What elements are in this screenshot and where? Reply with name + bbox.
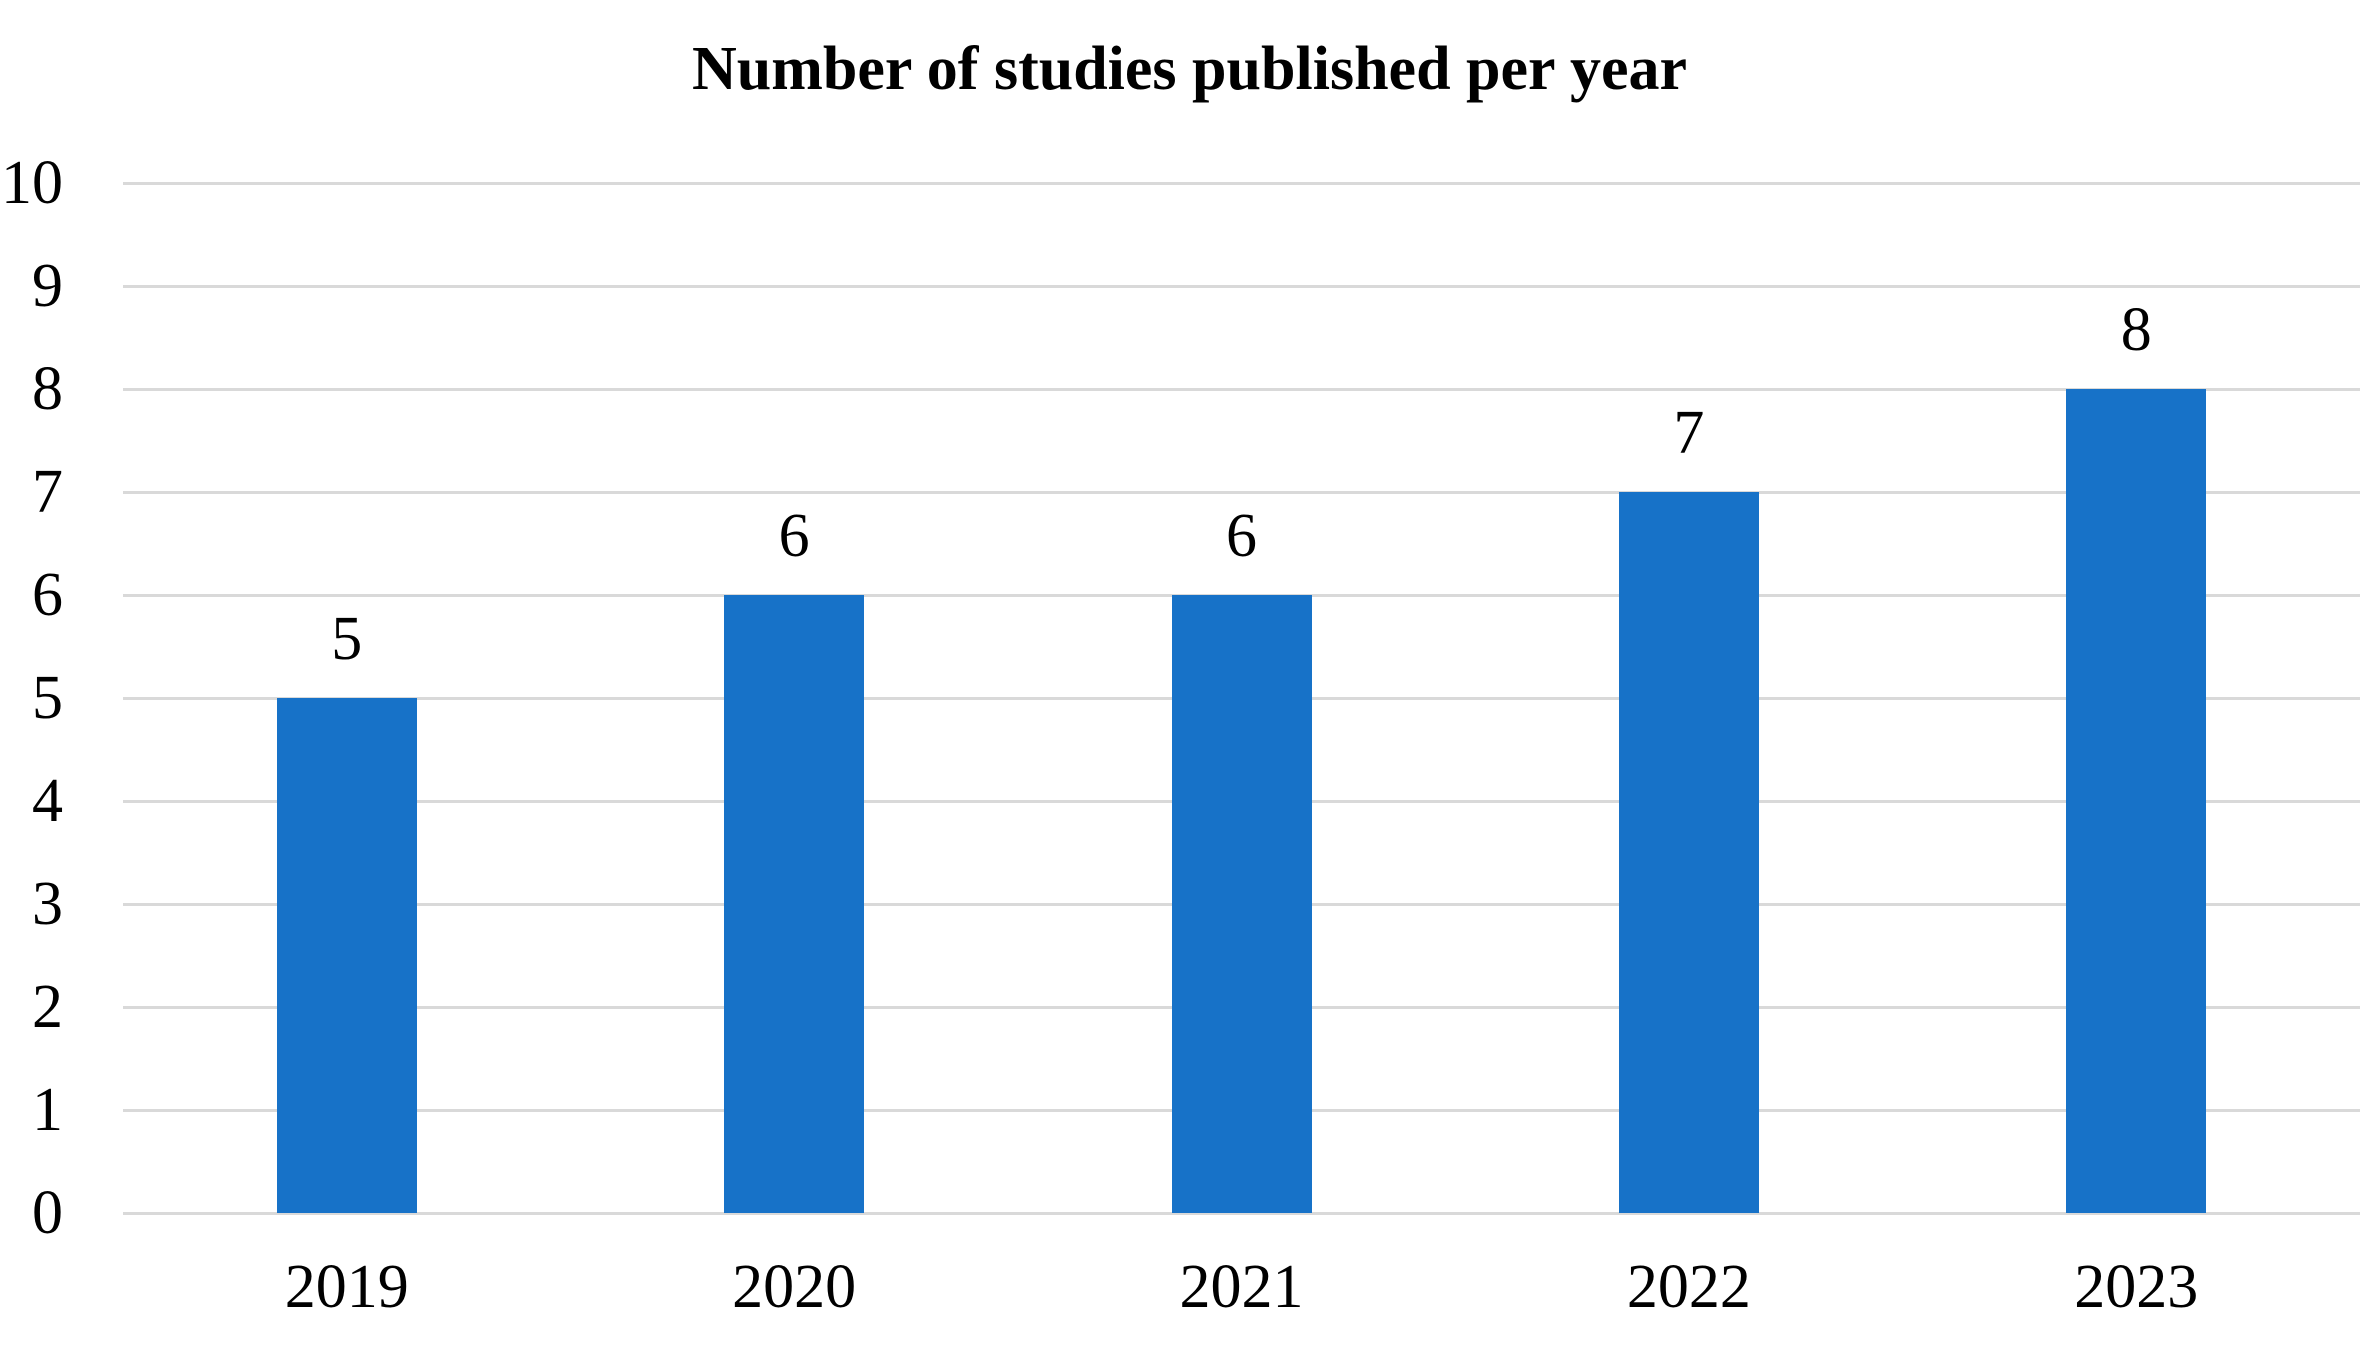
gridline (123, 490, 2360, 494)
bar-value-label: 6 (1226, 502, 1257, 570)
y-axis-tick-label: 6 (32, 561, 63, 629)
y-axis-tick-label: 8 (32, 355, 63, 423)
x-axis-label-2020: 2020 (732, 1253, 857, 1321)
x-axis-label-2022: 2022 (1626, 1253, 1751, 1321)
bar-2020 (724, 595, 865, 1213)
y-axis-tick-label: 0 (32, 1179, 63, 1247)
y-axis-tick-label: 4 (32, 767, 63, 835)
y-axis-tick-label: 5 (32, 664, 63, 732)
x-axis-label-2019: 2019 (284, 1253, 409, 1321)
plot-area: 5 6 6 7 8 (123, 181, 2360, 1215)
y-axis-tick-label: 1 (32, 1076, 63, 1144)
x-axis-label-2021: 2021 (1179, 1253, 1304, 1321)
bar-2021 (1171, 595, 1312, 1213)
chart-title: Number of studies published per year (692, 35, 1687, 103)
y-axis-tick-label: 2 (32, 973, 63, 1041)
bar-value-label: 5 (331, 605, 363, 673)
bar-value-label: 8 (2120, 296, 2152, 364)
bar-2022 (1618, 492, 1759, 1213)
gridline (123, 181, 2360, 185)
gridline (123, 1211, 2360, 1215)
bar-value-label: 7 (1673, 399, 1705, 467)
gridline (123, 387, 2360, 391)
bar-value-label: 6 (778, 502, 810, 570)
y-axis-tick-label: 7 (32, 458, 63, 526)
y-axis-tick-label: 9 (32, 252, 63, 320)
y-axis-tick-label: 3 (32, 870, 63, 938)
y-axis-tick-label: 10 (1, 149, 63, 217)
x-axis-label-2023: 2023 (2074, 1253, 2199, 1321)
gridline (123, 284, 2360, 288)
bar-2023 (2066, 389, 2207, 1213)
bar-2019 (276, 698, 417, 1213)
